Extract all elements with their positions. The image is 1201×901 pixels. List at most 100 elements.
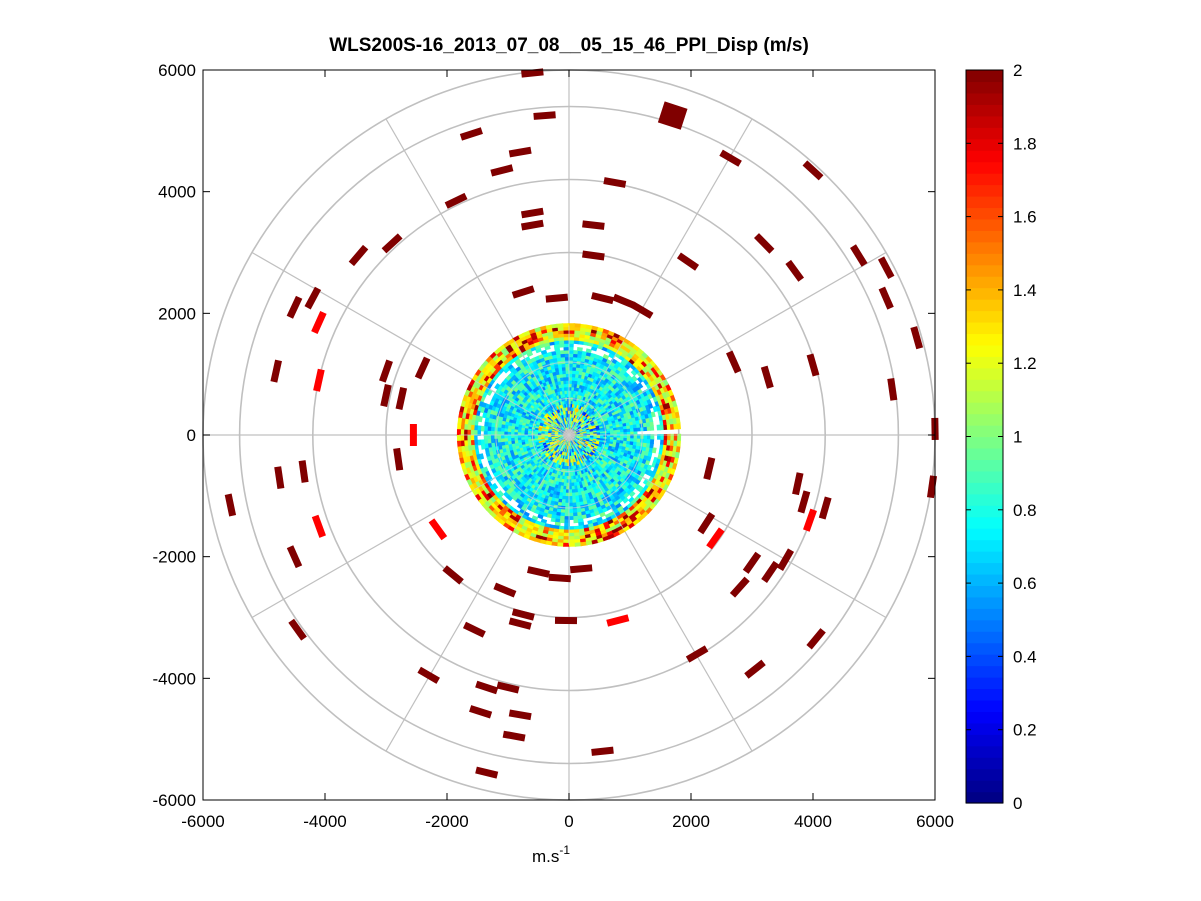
core-gate: [574, 418, 577, 422]
core-gate: [570, 406, 572, 411]
core-gate: [562, 380, 567, 385]
core-gate: [545, 440, 550, 443]
colorbar-step: [966, 92, 1003, 105]
core-gate: [575, 443, 579, 447]
core-gate: [563, 452, 566, 457]
core-grid-spoke: [473, 434, 570, 491]
core-gate: [463, 435, 468, 442]
core-gate: [557, 367, 563, 372]
core-gate: [642, 445, 647, 452]
core-gate: [590, 325, 598, 331]
core-gate: [579, 438, 583, 441]
core-gate: [554, 418, 558, 422]
colorbar-step: [966, 218, 1003, 231]
y-axis-ticks: 6000 4000 2000 0 -2000 -4000 -6000: [153, 61, 935, 810]
core-gate: [507, 428, 512, 433]
core-gate: [556, 426, 561, 430]
core-gate: [562, 421, 565, 426]
core-gate: [582, 437, 587, 440]
core-gate: [626, 431, 631, 435]
core-gate: [558, 340, 565, 345]
core-gate: [514, 429, 518, 433]
core-gate: [583, 449, 587, 454]
core-gate: [576, 442, 580, 446]
core-gate: [561, 448, 564, 452]
core-gate: [550, 422, 555, 426]
core-gate: [601, 328, 610, 335]
core-gate: [561, 478, 565, 483]
core-gate: [575, 423, 579, 427]
range-gate-point: [286, 545, 303, 569]
core-gate: [554, 443, 558, 447]
core-gate: [555, 417, 559, 422]
core-gate: [583, 432, 588, 435]
core-gate: [598, 423, 603, 427]
core-gate: [465, 396, 471, 404]
core-gate: [562, 492, 567, 497]
core-gate: [659, 419, 664, 426]
core-gate: [583, 432, 588, 434]
range-gate-point: [776, 548, 795, 571]
core-grid-spoke: [568, 434, 625, 531]
y-tick-label: 2000: [158, 304, 196, 323]
range-gate-point: [527, 566, 550, 578]
core-gate: [580, 418, 584, 422]
core-gate: [504, 421, 509, 427]
colorbar-step: [966, 447, 1003, 460]
range-gate-point: [612, 293, 636, 309]
core-gate: [617, 505, 624, 512]
core-gate: [571, 442, 574, 446]
core-gate: [574, 427, 578, 431]
core-gate: [578, 449, 582, 453]
colorbar-step: [966, 264, 1003, 277]
colorbar-step: [966, 539, 1003, 552]
core-gate: [564, 410, 567, 415]
core-gate: [552, 427, 556, 430]
core-gate: [558, 457, 562, 462]
x-axis-ticks: -6000 -4000 -2000 0 2000 4000 6000: [181, 70, 954, 831]
core-gate: [559, 439, 563, 442]
core-gate: [574, 422, 578, 427]
core-gate: [486, 389, 493, 396]
core-gate: [591, 443, 596, 447]
core-gate: [579, 438, 584, 441]
core-gate: [551, 445, 556, 449]
core-gate: [457, 440, 462, 448]
core-gate: [559, 428, 563, 431]
core-gate: [558, 446, 562, 451]
core-gate: [560, 426, 564, 430]
y-tick-label: 4000: [158, 183, 196, 202]
core-gate: [582, 438, 587, 441]
core-gate: [463, 429, 468, 437]
core-gate: [599, 511, 606, 518]
range-gate-point: [496, 681, 520, 694]
core-gate: [537, 439, 542, 442]
core-gate: [569, 489, 573, 494]
core-gate: [563, 420, 566, 425]
core-gate: [576, 424, 580, 428]
core-gate: [623, 428, 628, 433]
core-gate: [574, 542, 582, 547]
y-tick-label: -2000: [153, 548, 196, 567]
core-gate: [588, 449, 592, 453]
core-gate: [563, 386, 567, 391]
range-gate-point: [792, 472, 804, 496]
colorbar-step: [966, 551, 1003, 564]
core-gate: [556, 464, 560, 469]
core-gate: [554, 406, 558, 411]
core-gate: [572, 420, 575, 425]
core-gate: [519, 469, 525, 475]
colorbar-step: [966, 230, 1003, 243]
core-gate: [554, 452, 558, 456]
core-gate: [555, 405, 560, 410]
core-gate: [554, 498, 560, 503]
core-gate: [580, 470, 585, 475]
core-gate: [557, 408, 561, 413]
colorbar-step: [966, 436, 1003, 449]
colorbar-step: [966, 780, 1003, 793]
core-gate: [516, 360, 523, 368]
core-gate: [571, 380, 575, 385]
core-gate: [491, 418, 496, 425]
core-gate: [572, 445, 576, 449]
core-gate: [577, 420, 582, 425]
